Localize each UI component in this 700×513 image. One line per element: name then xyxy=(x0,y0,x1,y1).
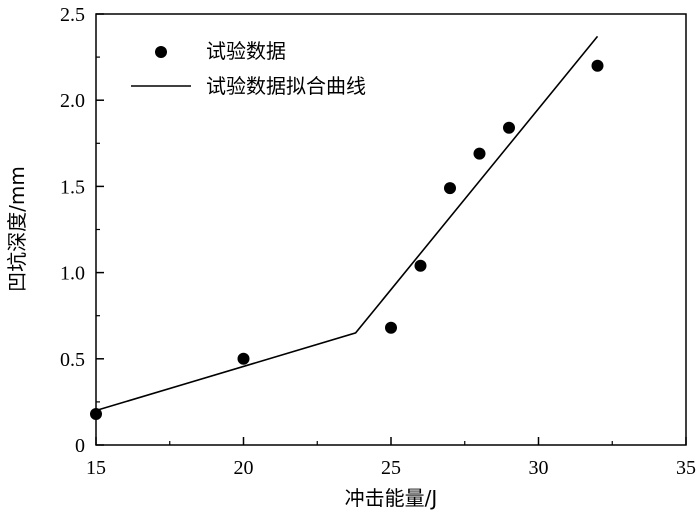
data-point xyxy=(385,321,397,334)
y-axis-title: 凹坑深度/mm xyxy=(5,166,29,292)
data-point xyxy=(591,59,604,72)
x-tick-label: 20 xyxy=(234,457,254,479)
fit-line xyxy=(95,35,599,412)
x-axis-title: 冲击能量/J xyxy=(345,486,438,510)
x-tick-label: 30 xyxy=(529,457,549,479)
legend-scatter-marker xyxy=(155,46,167,58)
fit-line-group xyxy=(95,35,599,412)
y-tick-label: 0.5 xyxy=(60,349,85,371)
x-tick-label: 15 xyxy=(86,457,106,479)
data-point xyxy=(414,259,427,272)
y-tick-label: 1.5 xyxy=(60,176,85,198)
data-point xyxy=(237,352,250,365)
data-point xyxy=(473,147,486,160)
data-point xyxy=(503,121,515,134)
legend: 试验数据 试验数据拟合曲线 xyxy=(131,39,366,98)
legend-scatter-label: 试验数据 xyxy=(206,39,286,63)
y-tick-label: 0 xyxy=(75,435,85,457)
y-tick-label: 1.0 xyxy=(60,263,85,285)
y-tick-labels: 0 0.5 1.0 1.5 2.0 2.5 xyxy=(60,4,85,457)
y-tick-label: 2.5 xyxy=(60,4,85,26)
tick-marks xyxy=(95,13,687,446)
plot-frame xyxy=(95,13,687,446)
x-tick-label: 25 xyxy=(381,457,401,479)
legend-line-label: 试验数据拟合曲线 xyxy=(206,74,366,98)
y-tick-label: 2.0 xyxy=(60,90,85,112)
data-points-group xyxy=(90,59,604,420)
data-point xyxy=(444,182,456,195)
x-tick-labels: 15 20 25 30 35 xyxy=(86,457,696,479)
x-tick-label: 35 xyxy=(676,457,696,479)
data-point xyxy=(90,407,102,420)
